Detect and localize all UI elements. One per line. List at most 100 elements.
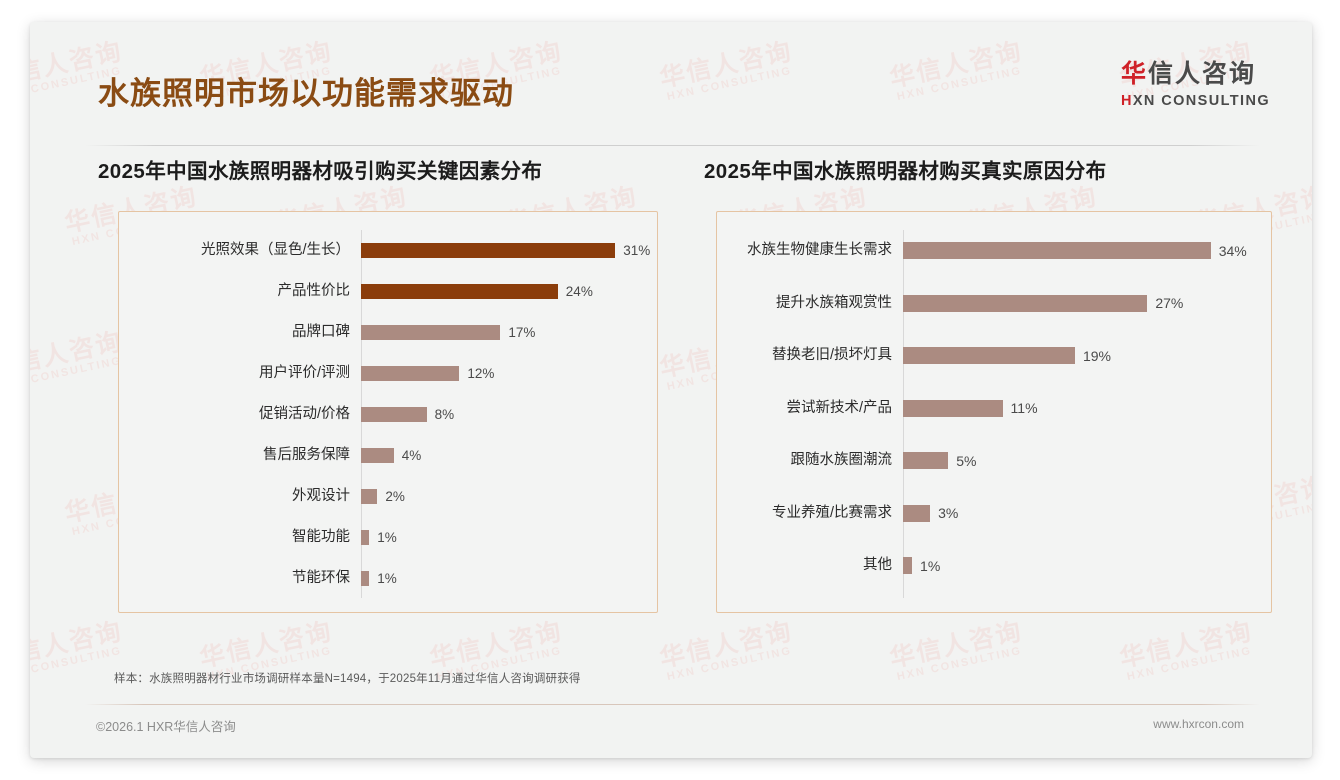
bar-category-label: 品牌口碑 <box>292 324 350 341</box>
logo-cn-accent-char: 华 <box>1120 60 1148 88</box>
bar-value-label: 17% <box>508 324 536 340</box>
bar-category-label: 售后服务保障 <box>263 447 350 464</box>
watermark-cn: 华信人咨询 <box>197 617 336 673</box>
bar-segment <box>903 504 931 522</box>
page-title: 水族照明市场以功能需求驱动 <box>98 76 514 111</box>
watermark-en: HXN CONSULTING <box>895 644 1024 684</box>
bar-row: 水族生物健康生长需求 34% <box>717 232 1271 270</box>
bar-category-label: 提升水族箱观赏性 <box>776 294 892 311</box>
bar-value-label: 1% <box>377 529 397 545</box>
bar-segment <box>361 366 460 381</box>
bar-category-label: 外观设计 <box>292 488 350 505</box>
bar-value-label: 11% <box>1010 400 1038 416</box>
chart-panel-right: 水族生物健康生长需求 34% 提升水族箱观赏性 27% 替换老旧/损坏灯具 19% 尝试新技… <box>716 210 1272 613</box>
bar-value-label: 27% <box>1155 295 1184 311</box>
bar-value-label: 31% <box>623 242 651 258</box>
title-divider <box>85 145 1260 146</box>
bar-segment <box>903 557 913 574</box>
bar-segment <box>903 452 949 469</box>
slide-footer: ©2026.1 HXR华信人咨询 www.hxrcon.com <box>30 712 1312 742</box>
chart-panel-left: 光照效果（显色/生长） 31% 产品性价比 24% 品牌口碑 17% 用户评价/评测 12% 促… <box>118 210 658 613</box>
bar-segment <box>361 284 558 299</box>
bar-value-label: 1% <box>920 557 941 574</box>
bar-value-label: 8% <box>434 406 455 422</box>
bar-row: 售后服务保障 4% <box>119 437 657 475</box>
watermark-en: HXN CONSULTING <box>1125 644 1254 684</box>
bar-segment <box>361 530 370 545</box>
logo-cn-rest: 信人咨询 <box>1147 60 1256 88</box>
bar-value-label: 19% <box>1082 347 1111 364</box>
bar-segment <box>903 242 1211 259</box>
bar-category-label: 用户评价/评测 <box>258 365 350 382</box>
bar-value-label: 5% <box>956 452 977 469</box>
bar-row: 外观设计 2% <box>119 478 657 516</box>
logo-english-text: HXN CONSULTING <box>1121 94 1270 109</box>
bar-category-label: 节能环保 <box>292 570 350 587</box>
bar-value-label: 24% <box>565 283 593 299</box>
bar-value-label: 34% <box>1218 242 1247 259</box>
footer-website: www.hxrcon.com <box>1153 717 1244 731</box>
bar-category-label: 替换老旧/损坏灯具 <box>771 347 892 364</box>
watermark-cn: 华信人咨询 <box>30 617 126 673</box>
bar-segment <box>361 407 427 422</box>
logo-en-rest: XN CONSULTING <box>1132 93 1270 109</box>
bar-segment <box>903 399 1003 417</box>
bar-row: 其他 1% <box>717 547 1271 585</box>
bar-category-label: 其他 <box>863 557 892 574</box>
bar-row: 跟随水族圈潮流 5% <box>717 442 1271 480</box>
watermark-cn: 华信人咨询 <box>1117 617 1256 673</box>
logo-en-accent-char: H <box>1120 93 1133 109</box>
bar-category-label: 专业养殖/比赛需求 <box>771 504 892 521</box>
bar-segment <box>361 571 370 586</box>
bar-row: 产品性价比 24% <box>119 273 657 311</box>
footer-copyright: ©2026.1 HXR华信人咨询 <box>96 720 236 734</box>
chart-title-right: 2025年中国水族照明器材购买真实原因分布 <box>704 160 1107 183</box>
sample-footnote: 样本：水族照明器材行业市场调研样本量N=1494，于2025年11月通过华信人咨… <box>114 673 581 685</box>
watermark-cn: 华信人咨询 <box>657 617 796 673</box>
footer-divider <box>85 704 1260 705</box>
bar-value-label: 1% <box>377 570 397 586</box>
watermark-en: HXN CONSULTING <box>665 644 794 684</box>
bar-value-label: 12% <box>467 365 495 381</box>
chart-title-left: 2025年中国水族照明器材吸引购买关键因素分布 <box>98 160 543 183</box>
bar-value-label: 3% <box>938 505 959 521</box>
bar-row: 尝试新技术/产品 11% <box>717 389 1271 427</box>
bar-row: 替换老旧/损坏灯具 19% <box>717 337 1271 375</box>
bar-value-label: 2% <box>385 488 405 504</box>
chart-column-left: 2025年中国水族照明器材吸引购买关键因素分布 光照效果（显色/生长） 31% 产品… <box>72 160 672 613</box>
watermark-cn: 华信人咨询 <box>887 617 1026 673</box>
bar-value-label: 4% <box>401 447 422 463</box>
bar-rows-right: 水族生物健康生长需求 34% 提升水族箱观赏性 27% 替换老旧/损坏灯具 19% 尝试新技… <box>717 212 1271 612</box>
chart-column-right: 2025年中国水族照明器材购买真实原因分布 水族生物健康生长需求 34% 提升水族箱… <box>690 160 1290 613</box>
bar-row: 用户评价/评测 12% <box>119 355 657 393</box>
company-logo: 华信人咨询 HXN CONSULTING <box>1121 62 1270 109</box>
bar-segment <box>361 325 501 340</box>
watermark-cn: 华信人咨询 <box>427 617 566 673</box>
bar-row: 节能环保 1% <box>119 560 657 598</box>
bar-category-label: 尝试新技术/产品 <box>786 399 892 416</box>
bar-row: 光照效果（显色/生长） 31% <box>119 232 657 270</box>
bar-category-label: 水族生物健康生长需求 <box>747 242 892 259</box>
bar-segment <box>903 294 1148 312</box>
bar-row: 提升水族箱观赏性 27% <box>717 284 1271 322</box>
bar-segment <box>361 489 378 504</box>
bar-segment <box>903 347 1075 364</box>
bar-category-label: 产品性价比 <box>277 283 351 300</box>
bar-category-label: 智能功能 <box>292 529 350 546</box>
watermark-en: HXN CONSULTING <box>30 644 124 683</box>
bar-segment <box>361 243 616 258</box>
bar-row: 促销活动/价格 8% <box>119 396 657 434</box>
bar-rows-left: 光照效果（显色/生长） 31% 产品性价比 24% 品牌口碑 17% 用户评价/评测 12% 促… <box>119 212 657 612</box>
bar-category-label: 跟随水族圈潮流 <box>790 452 893 469</box>
bar-row: 专业养殖/比赛需求 3% <box>717 494 1271 532</box>
logo-chinese-text: 华信人咨询 <box>1121 62 1270 87</box>
bar-row: 品牌口碑 17% <box>119 314 657 352</box>
bar-row: 智能功能 1% <box>119 519 657 557</box>
bar-category-label: 促销活动/价格 <box>258 406 350 423</box>
bar-category-label: 光照效果（显色/生长） <box>200 242 350 259</box>
